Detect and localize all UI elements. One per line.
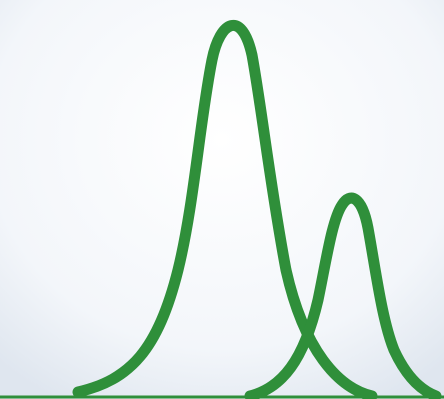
tall-peak-curve <box>72 20 378 399</box>
short-peak-curve <box>244 192 442 399</box>
